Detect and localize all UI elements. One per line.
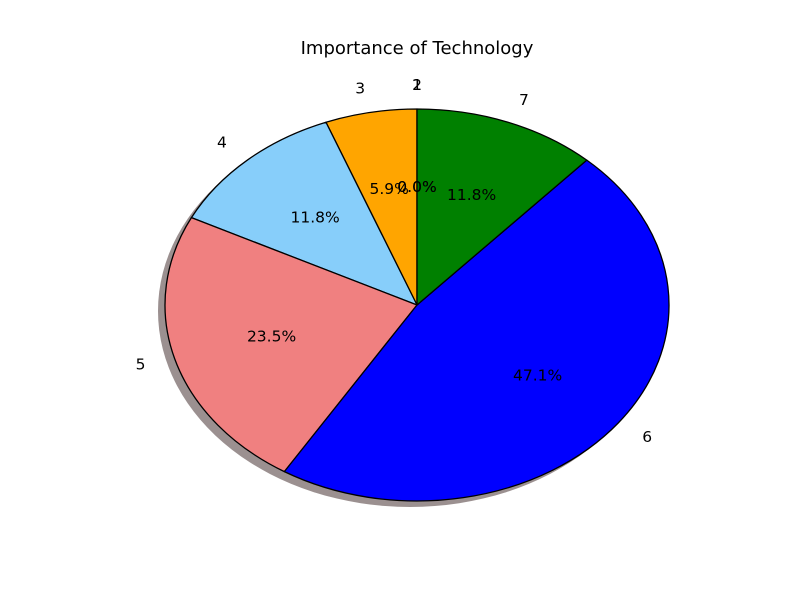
slice-label-2: 2: [412, 76, 422, 94]
pie-slice-7: [416, 108, 588, 306]
slice-label-7: 7: [519, 91, 529, 109]
percent-label-3: 5.9%: [370, 180, 409, 198]
pie-slice-5: [164, 216, 418, 473]
pie-slices: [164, 108, 670, 502]
percent-label-2: 0.0%: [397, 178, 436, 196]
slice-label-5: 5: [136, 356, 146, 374]
pie-slice-6: [283, 159, 670, 502]
slice-label-4: 4: [217, 133, 227, 151]
pie-labels: 10.0%20.0%35.9%411.8%523.5%647.1%711.8%: [136, 76, 652, 446]
slice-label-3: 3: [355, 80, 365, 98]
percent-label-5: 23.5%: [247, 328, 296, 346]
percent-label-1: 0.0%: [397, 178, 436, 196]
slice-label-6: 6: [642, 428, 652, 446]
slice-label-1: 1: [412, 76, 422, 94]
percent-label-4: 11.8%: [291, 209, 340, 227]
percent-label-7: 11.8%: [447, 186, 496, 204]
pie-slice-4: [190, 121, 418, 306]
percent-label-6: 47.1%: [513, 366, 562, 384]
chart-title: Importance of Technology: [301, 38, 534, 59]
